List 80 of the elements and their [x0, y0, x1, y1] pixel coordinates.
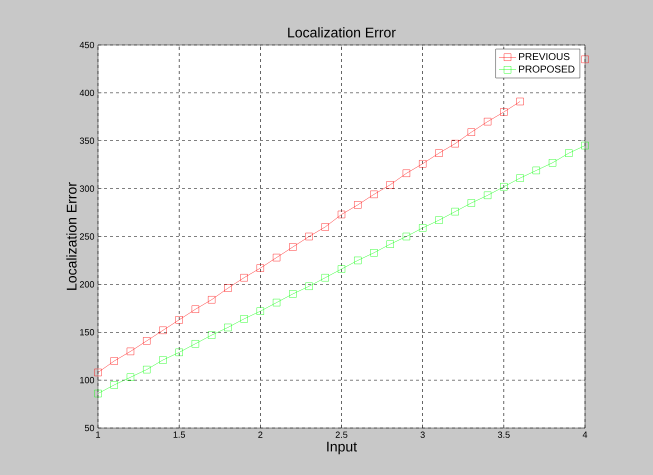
point	[208, 331, 216, 339]
point	[516, 174, 524, 182]
x-tick-label: 3	[420, 432, 425, 438]
point	[435, 216, 443, 224]
x-tick-label: 3.5	[498, 432, 510, 438]
y-tick-label: 450	[80, 42, 94, 48]
point	[386, 181, 394, 188]
point	[224, 324, 232, 332]
point	[208, 296, 216, 304]
point	[175, 316, 183, 324]
point	[192, 340, 200, 348]
x-axis-title: Input	[327, 442, 357, 454]
point	[175, 348, 183, 356]
point	[581, 142, 589, 150]
y-tick-label: 350	[80, 138, 94, 144]
point	[159, 356, 167, 364]
point	[322, 274, 329, 282]
point	[272, 254, 280, 262]
point	[484, 192, 492, 200]
point	[110, 381, 118, 389]
point	[240, 274, 248, 282]
chart-title: Localization Error	[288, 27, 396, 38]
point	[143, 337, 150, 345]
point	[370, 190, 378, 198]
point	[370, 249, 378, 256]
y-tick-label: 150	[80, 329, 94, 336]
point	[159, 326, 167, 334]
point	[500, 183, 508, 190]
point	[548, 159, 556, 166]
point	[532, 166, 540, 174]
point	[354, 201, 362, 209]
point	[256, 307, 264, 315]
point	[126, 374, 134, 381]
point	[305, 232, 313, 240]
y-tick-label: 100	[80, 376, 94, 384]
point	[468, 199, 476, 207]
point	[565, 150, 572, 157]
point	[224, 284, 232, 292]
point	[94, 368, 102, 376]
y-tick-label: 400	[80, 90, 94, 96]
point	[94, 390, 102, 398]
point	[143, 366, 150, 374]
point	[418, 224, 426, 232]
y-tick-label: 300	[80, 185, 94, 192]
point	[581, 56, 589, 64]
point	[192, 306, 200, 313]
point	[516, 98, 524, 106]
point	[418, 160, 426, 168]
point	[305, 282, 313, 290]
point	[451, 140, 459, 148]
point	[386, 240, 394, 248]
y-tick-label: 200	[80, 281, 94, 288]
point	[451, 208, 459, 216]
legend-label: PREVIOUS	[519, 53, 570, 60]
y-tick-label: 250	[80, 233, 94, 240]
point	[338, 265, 346, 273]
point	[289, 243, 297, 251]
point	[110, 357, 118, 365]
point	[289, 290, 297, 298]
point	[126, 348, 134, 356]
point	[256, 264, 264, 272]
point	[240, 315, 248, 323]
point	[435, 150, 443, 157]
x-tick-label: 4	[582, 432, 588, 438]
point	[272, 298, 280, 306]
y-axis-title: Localization Error	[66, 182, 77, 290]
point	[484, 118, 492, 126]
point	[354, 256, 362, 264]
point	[468, 128, 476, 136]
point	[322, 223, 329, 231]
y-tick-label: 50	[84, 424, 94, 432]
x-tick-label: 1.5	[174, 432, 186, 438]
point	[402, 170, 410, 178]
x-tick-label: 2.5	[336, 432, 348, 438]
point	[338, 210, 346, 218]
point	[402, 232, 410, 240]
legend-label: PROPOSED	[519, 66, 574, 73]
x-tick-label: 2	[258, 432, 262, 438]
point	[500, 108, 508, 116]
x-tick-label: 1	[96, 432, 100, 438]
